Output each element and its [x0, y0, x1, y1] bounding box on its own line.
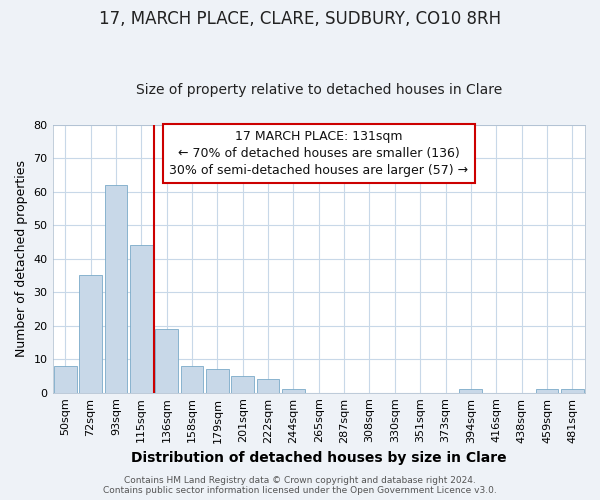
- X-axis label: Distribution of detached houses by size in Clare: Distribution of detached houses by size …: [131, 451, 506, 465]
- Text: 17, MARCH PLACE, CLARE, SUDBURY, CO10 8RH: 17, MARCH PLACE, CLARE, SUDBURY, CO10 8R…: [99, 10, 501, 28]
- Bar: [460, 390, 482, 392]
- Bar: [104, 185, 127, 392]
- Bar: [206, 369, 229, 392]
- Bar: [282, 390, 305, 392]
- Title: Size of property relative to detached houses in Clare: Size of property relative to detached ho…: [136, 83, 502, 97]
- Bar: [257, 380, 280, 392]
- Text: Contains HM Land Registry data © Crown copyright and database right 2024.
Contai: Contains HM Land Registry data © Crown c…: [103, 476, 497, 495]
- Y-axis label: Number of detached properties: Number of detached properties: [15, 160, 28, 357]
- Bar: [536, 390, 559, 392]
- Bar: [181, 366, 203, 392]
- Bar: [79, 276, 102, 392]
- Bar: [561, 390, 584, 392]
- Bar: [155, 329, 178, 392]
- Bar: [130, 245, 152, 392]
- Bar: [231, 376, 254, 392]
- Bar: [54, 366, 77, 392]
- Text: 17 MARCH PLACE: 131sqm
← 70% of detached houses are smaller (136)
30% of semi-de: 17 MARCH PLACE: 131sqm ← 70% of detached…: [169, 130, 469, 177]
